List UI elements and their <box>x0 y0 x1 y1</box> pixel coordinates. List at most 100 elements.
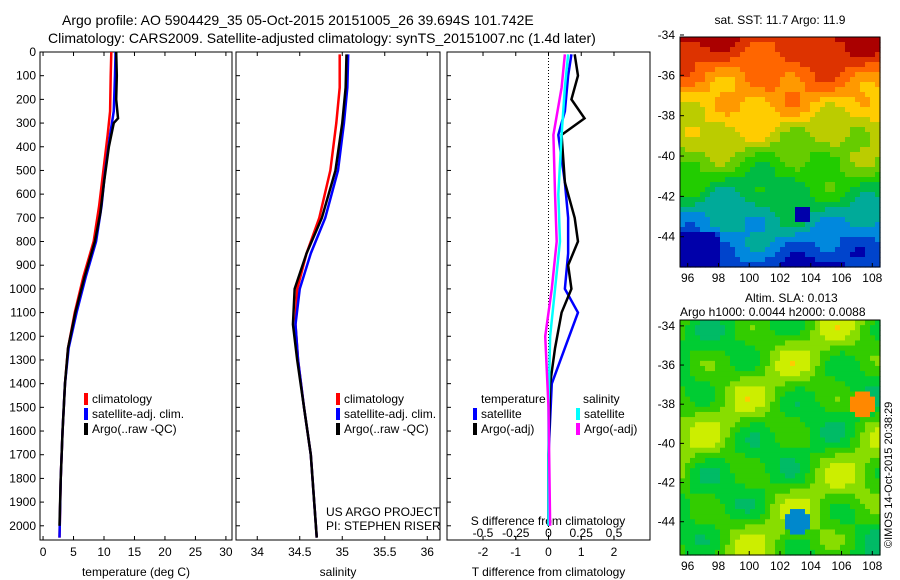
map-cell <box>685 202 691 208</box>
map-cell <box>745 391 751 398</box>
map-cell <box>860 172 866 178</box>
map-cell <box>700 427 706 433</box>
map-cell <box>820 67 826 73</box>
map-cell <box>700 67 706 73</box>
map-cell <box>710 142 716 148</box>
map-cell <box>835 207 841 213</box>
map-cell <box>750 447 756 454</box>
map-cell <box>855 107 861 113</box>
map-cell <box>685 452 691 459</box>
map-cell <box>760 207 766 213</box>
map-cell <box>870 381 876 388</box>
map-cell <box>715 417 721 423</box>
map-cell <box>690 345 696 352</box>
map-cell <box>740 127 746 133</box>
map-cell <box>845 376 851 382</box>
map-cell <box>810 97 816 103</box>
map-cell <box>715 503 721 510</box>
map-cell <box>765 82 771 88</box>
map-cell <box>800 102 806 108</box>
map-cell <box>780 242 786 248</box>
map-cell <box>845 87 851 93</box>
map-x-tick-label: 108 <box>862 271 882 285</box>
map-cell <box>835 514 841 520</box>
map-cell <box>705 257 711 263</box>
map-cell <box>760 483 766 490</box>
map-cell <box>685 514 691 520</box>
map-cell <box>805 117 811 123</box>
map-cell <box>705 152 711 158</box>
map-cell <box>725 340 731 347</box>
map-cell <box>850 325 856 331</box>
map-cell <box>755 177 761 183</box>
map-cell <box>860 320 866 326</box>
map-cell <box>870 401 876 408</box>
map-cell <box>860 417 866 423</box>
map-cell <box>785 544 791 551</box>
map-cell <box>730 232 736 238</box>
map-cell <box>820 503 826 510</box>
map-cell <box>855 82 861 88</box>
map-cell <box>810 47 816 53</box>
series-line-argo-raw-qc- <box>291 54 348 538</box>
map-cell <box>750 442 756 449</box>
map-cell <box>685 447 691 454</box>
map-cell <box>685 529 691 536</box>
map-cell <box>770 237 776 243</box>
map-cell <box>870 386 876 393</box>
map-cell <box>760 147 766 153</box>
map-cell <box>690 152 696 158</box>
map-cell <box>875 182 881 188</box>
map-cell <box>840 483 846 490</box>
map-cell <box>860 457 866 464</box>
map-cell <box>815 117 821 123</box>
map-cell <box>875 498 881 505</box>
map-cell <box>710 345 716 352</box>
map-cell <box>775 87 781 93</box>
map-cell <box>775 539 781 546</box>
map-cell <box>720 247 726 253</box>
map-cell <box>790 167 796 173</box>
map-cell <box>760 524 766 531</box>
map-cell <box>725 509 731 515</box>
map-cell <box>865 122 871 128</box>
map-cell <box>760 232 766 238</box>
map-cell <box>750 257 756 263</box>
map-cell <box>690 463 696 469</box>
map-cell <box>805 137 811 143</box>
map-cell <box>750 212 756 218</box>
map-cell <box>835 417 841 423</box>
map-cell <box>700 227 706 233</box>
map-cell <box>730 524 736 531</box>
map-cell <box>725 132 731 138</box>
map-cell <box>730 335 736 342</box>
map-cell <box>765 117 771 123</box>
map-cell <box>685 127 691 133</box>
map-cell <box>680 488 686 495</box>
map-cell <box>850 483 856 490</box>
map-cell <box>835 212 841 218</box>
map-cell <box>830 102 836 108</box>
map-cell <box>695 355 701 362</box>
map-cell <box>810 182 816 188</box>
map-cell <box>690 62 696 68</box>
map-cell <box>875 37 881 43</box>
map-cell <box>740 519 746 525</box>
map-cell <box>745 544 751 551</box>
map-cell <box>855 417 861 423</box>
title-line2: Climatology: CARS2009. Satellite-adjuste… <box>48 30 596 46</box>
map-cell <box>855 142 861 148</box>
map-cell <box>800 37 806 43</box>
map-cell <box>700 62 706 68</box>
map-cell <box>760 386 766 393</box>
map-cell <box>810 237 816 243</box>
map-cell <box>775 122 781 128</box>
map-cell <box>845 107 851 113</box>
map-cell <box>850 142 856 148</box>
map-cell <box>795 232 801 238</box>
map-cell <box>790 122 796 128</box>
map-cell <box>735 122 741 128</box>
map-cell <box>765 77 771 83</box>
map-cell <box>730 534 736 541</box>
map-cell <box>720 519 726 525</box>
